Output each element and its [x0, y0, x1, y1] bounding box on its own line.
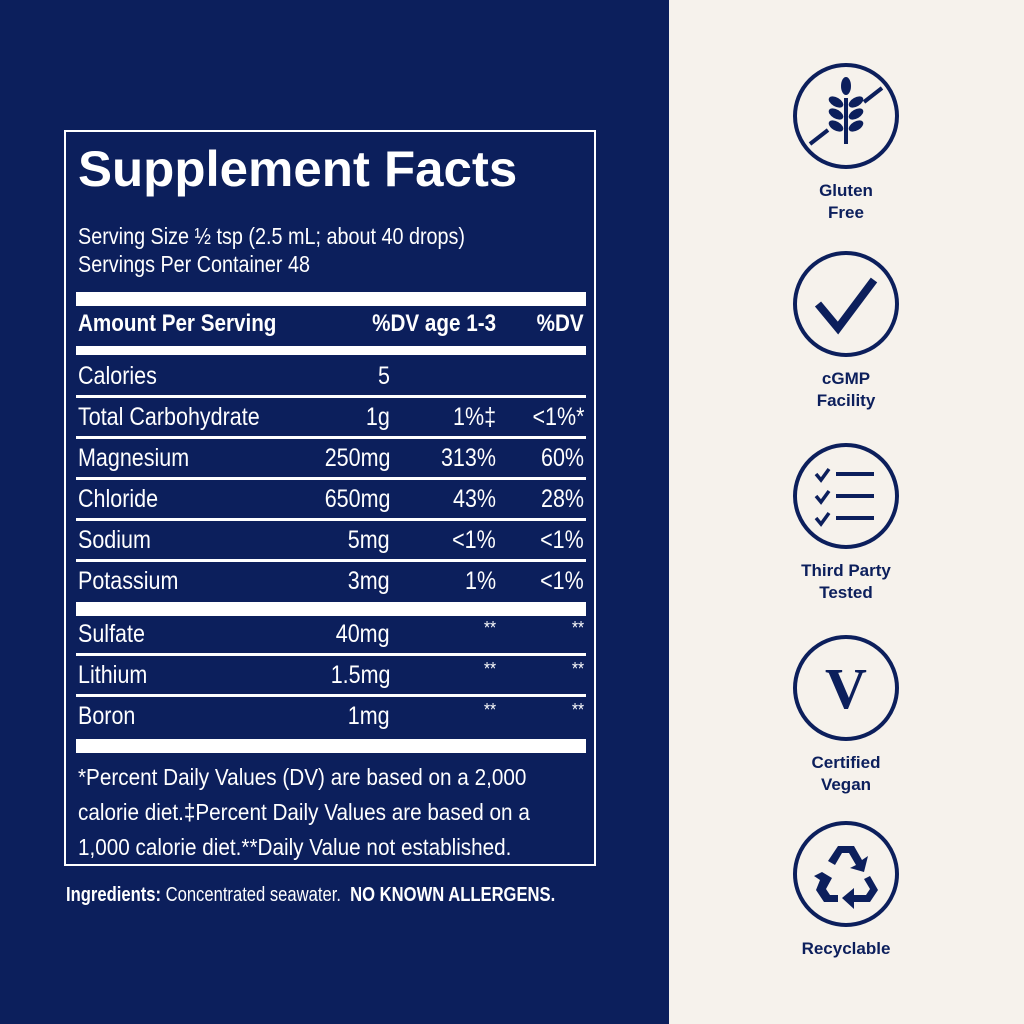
nutrient-dv: 60% — [540, 444, 584, 472]
badge-label-line: Third Party — [801, 561, 891, 580]
nutrient-name: Magnesium — [78, 444, 190, 472]
row-divider — [76, 477, 586, 480]
header-dv: %DV — [536, 310, 584, 337]
nutrient-dv: ** — [571, 659, 584, 679]
footnote-line: 1,000 calorie diet.**Daily Value not est… — [78, 834, 512, 860]
table-header: Amount Per Serving %DV age 1-3 %DV — [78, 308, 586, 344]
thick-divider — [76, 739, 586, 753]
nutrient-dv-age: 43% — [452, 485, 496, 513]
row-divider — [76, 653, 586, 656]
allergen-statement: NO KNOWN ALLERGENS. — [350, 884, 556, 906]
nutrient-amount: 5mg — [348, 526, 390, 554]
badge-label: Recyclable — [774, 938, 918, 960]
table-row: Chloride 650mg 43% 28% — [76, 481, 586, 521]
supplement-facts-panel: Supplement Facts Serving Size ½ tsp (2.5… — [64, 130, 596, 866]
serving-size: Serving Size ½ tsp (2.5 mL; about 40 dro… — [78, 223, 466, 249]
table-row: Total Carbohydrate 1g 1%‡ <1%* — [76, 399, 586, 439]
row-divider — [76, 436, 586, 439]
badge-label: cGMP Facility — [774, 368, 918, 412]
badge-label-line: Vegan — [820, 775, 872, 794]
gluten-free-icon — [793, 63, 899, 169]
nutrient-amount: 1mg — [348, 702, 390, 730]
badge-certified-vegan: V Certified Vegan — [774, 634, 918, 796]
row-divider — [76, 694, 586, 697]
ingredients-label: Ingredients: — [66, 884, 161, 906]
badges-panel — [669, 0, 1024, 1024]
footnote-line: calorie diet.‡Percent Daily Values are b… — [78, 799, 530, 825]
nutrient-dv-age: 1%‡ — [452, 403, 496, 431]
medium-divider — [76, 346, 586, 355]
footnote-line: *Percent Daily Values (DV) are based on … — [78, 764, 527, 790]
serving-info: Serving Size ½ tsp (2.5 mL; about 40 dro… — [78, 222, 465, 278]
row-divider — [76, 559, 586, 562]
footnote: *Percent Daily Values (DV) are based on … — [78, 760, 546, 865]
row-divider — [76, 395, 586, 398]
checkmark-icon — [793, 251, 899, 357]
table-row: Sulfate 40mg ** ** — [76, 616, 586, 656]
svg-text:V: V — [825, 656, 867, 721]
nutrient-name: Potassium — [78, 567, 179, 595]
badge-label-line: Recyclable — [801, 939, 891, 958]
table-row: Sodium 5mg <1% <1% — [76, 522, 586, 562]
table-row: Lithium 1.5mg ** ** — [76, 657, 586, 697]
nutrient-amount: 1g — [366, 403, 390, 431]
nutrient-dv-age: 313% — [441, 444, 496, 472]
nutrient-name: Chloride — [78, 485, 159, 513]
badge-label-line: cGMP — [821, 369, 871, 388]
badge-label-line: Gluten — [819, 181, 873, 200]
badge-cgmp-facility: cGMP Facility — [774, 250, 918, 412]
nutrient-amount: 3mg — [348, 567, 390, 595]
nutrient-name: Total Carbohydrate — [78, 403, 260, 431]
table-row: Potassium 3mg 1% <1% — [76, 563, 586, 601]
nutrient-dv: ** — [571, 700, 584, 720]
badge-label: Third Party Tested — [774, 560, 918, 604]
checklist-icon — [793, 443, 899, 549]
thick-divider — [76, 602, 586, 616]
header-dv-age: %DV age 1-3 — [372, 310, 496, 337]
nutrient-dv-age: ** — [483, 700, 496, 720]
badge-label-line: Tested — [819, 583, 873, 602]
table-row: Calories 5 — [76, 358, 586, 398]
nutrient-dv: ** — [571, 618, 584, 638]
nutrient-dv-age: 1% — [464, 567, 496, 595]
table-row: Magnesium 250mg 313% 60% — [76, 440, 586, 480]
facts-title: Supplement Facts — [78, 141, 518, 197]
servings-per-container: Servings Per Container 48 — [78, 251, 310, 277]
table-row: Boron 1mg ** ** — [76, 698, 586, 736]
nutrient-dv: 28% — [540, 485, 584, 513]
badge-label: Gluten Free — [774, 180, 918, 224]
thick-divider — [76, 292, 586, 306]
nutrient-dv: <1% — [540, 526, 584, 554]
badge-label-line: Free — [828, 203, 864, 222]
nutrient-name: Sulfate — [78, 620, 145, 648]
badge-label-line: Facility — [816, 391, 876, 410]
recycle-icon — [793, 821, 899, 927]
badge-label-line: Certified — [811, 753, 881, 772]
badge-gluten-free: Gluten Free — [774, 62, 918, 224]
nutrient-dv: <1%* — [531, 403, 584, 431]
nutrient-dv: <1% — [540, 567, 584, 595]
header-amount-per-serving: Amount Per Serving — [78, 310, 277, 337]
nutrient-name: Sodium — [78, 526, 151, 554]
badge-recyclable: Recyclable — [774, 820, 918, 960]
ingredients-text: Concentrated seawater. — [160, 884, 341, 906]
badge-label: Certified Vegan — [774, 752, 918, 796]
nutrient-dv-age: <1% — [452, 526, 496, 554]
ingredients-line: Ingredients: Concentrated seawater. NO K… — [66, 884, 555, 907]
nutrient-dv-age: ** — [483, 618, 496, 638]
nutrient-amount: 650mg — [324, 485, 390, 513]
nutrient-amount: 250mg — [324, 444, 390, 472]
nutrient-amount: 1.5mg — [330, 661, 390, 689]
badge-third-party-tested: Third Party Tested — [774, 442, 918, 604]
nutrient-amount: 5 — [378, 362, 390, 390]
navy-panel: Supplement Facts Serving Size ½ tsp (2.5… — [0, 0, 669, 1024]
nutrient-amount: 40mg — [336, 620, 390, 648]
nutrient-dv-age: ** — [483, 659, 496, 679]
vegan-v-icon: V — [793, 635, 899, 741]
nutrient-name: Calories — [78, 362, 157, 390]
nutrient-name: Lithium — [78, 661, 148, 689]
row-divider — [76, 518, 586, 521]
nutrient-name: Boron — [78, 702, 136, 730]
